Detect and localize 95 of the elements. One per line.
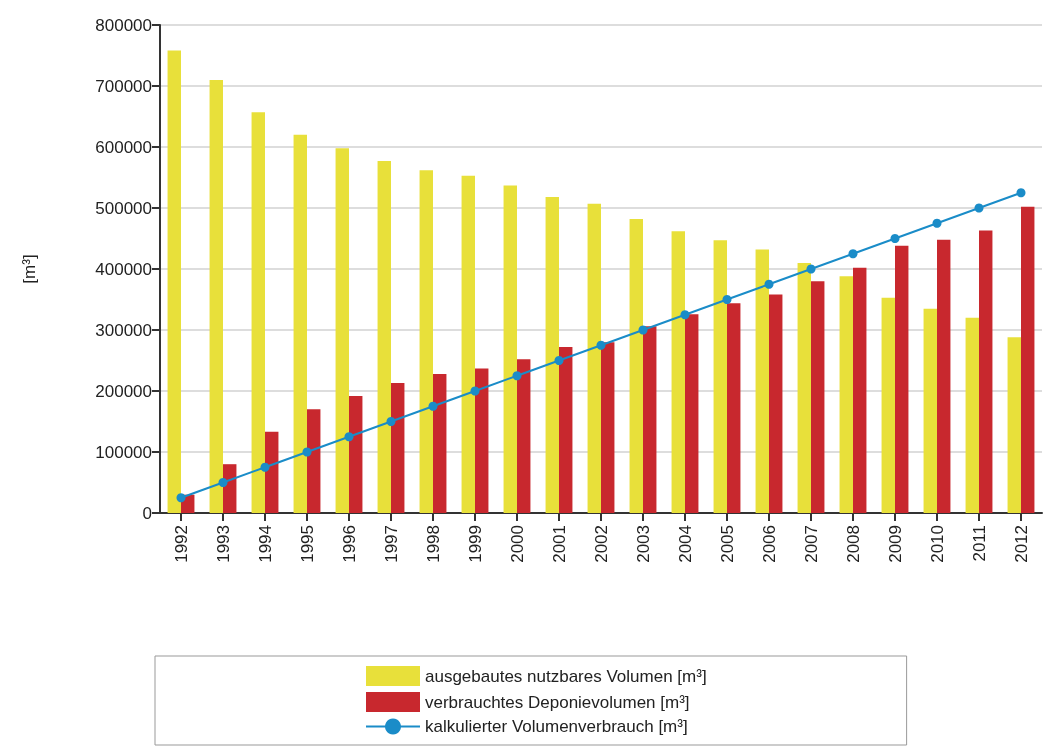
point <box>806 264 816 274</box>
bar <box>433 373 447 513</box>
y-tick-label: 200000 <box>95 381 152 401</box>
point <box>428 401 438 411</box>
x-tick-label: 2010 <box>927 525 947 563</box>
bar <box>727 303 741 513</box>
point <box>722 295 732 304</box>
bar <box>377 161 391 513</box>
bar <box>167 50 181 513</box>
point <box>848 249 858 259</box>
point <box>512 371 522 381</box>
bar <box>671 231 685 513</box>
bar <box>461 175 475 513</box>
bar <box>307 409 321 513</box>
y-tick-label: 600000 <box>95 137 152 157</box>
point <box>302 447 312 457</box>
point <box>932 218 942 228</box>
bar <box>419 170 433 513</box>
point <box>554 356 564 365</box>
bar <box>895 245 909 513</box>
x-tick-label: 1994 <box>255 525 275 563</box>
bar <box>839 276 853 513</box>
point <box>764 279 774 289</box>
bar <box>349 395 363 513</box>
x-tick-label: 2005 <box>717 525 737 563</box>
x-tick-label: 2012 <box>1011 525 1031 563</box>
x-tick-label: 2009 <box>885 525 905 563</box>
bar <box>293 134 307 513</box>
bar <box>503 185 517 513</box>
bar <box>923 308 937 513</box>
legend-label: ausgebautes nutzbares Volumen [m³] <box>425 666 707 686</box>
point <box>176 493 186 503</box>
x-tick-label: 1995 <box>297 525 317 563</box>
bar <box>545 197 559 513</box>
bar <box>797 262 811 513</box>
point <box>470 386 480 396</box>
bar <box>517 359 531 513</box>
legend-label: verbrauchtes Deponievolumen [m³] <box>425 692 690 712</box>
bar <box>937 239 951 513</box>
x-tick-label: 2008 <box>843 525 863 563</box>
point <box>890 234 900 243</box>
point <box>260 462 270 472</box>
point <box>1016 188 1026 198</box>
x-tick-label: 2002 <box>591 525 611 563</box>
x-tick-label: 1997 <box>381 525 401 563</box>
x-tick-label: 2000 <box>507 525 527 563</box>
point <box>386 417 396 426</box>
x-tick-label: 2001 <box>549 525 569 563</box>
x-tick-label: 2004 <box>675 525 695 563</box>
bar <box>251 112 265 513</box>
x-tick-label: 2003 <box>633 525 653 563</box>
y-tick-label: 0 <box>142 503 152 523</box>
bar <box>685 314 699 513</box>
bar <box>643 326 657 513</box>
point <box>596 340 606 350</box>
y-tick-label: 700000 <box>95 76 152 96</box>
x-tick-label: 1992 <box>171 525 191 563</box>
bar <box>881 297 895 513</box>
bar <box>559 347 573 513</box>
x-tick-label: 2007 <box>801 525 821 563</box>
x-tick-label: 2006 <box>759 525 779 563</box>
bar <box>391 383 405 513</box>
bar <box>587 203 601 513</box>
bar <box>475 368 489 513</box>
point <box>638 325 648 335</box>
bar <box>1007 337 1021 513</box>
point <box>974 203 984 213</box>
x-tick-label: 1999 <box>465 525 485 563</box>
bar <box>209 79 223 513</box>
bar <box>755 249 769 513</box>
bar <box>265 431 279 513</box>
y-axis-title: [m³] <box>20 254 39 284</box>
bar <box>335 148 349 513</box>
bar <box>965 317 979 513</box>
point <box>218 478 228 487</box>
bar <box>629 218 643 513</box>
point <box>680 310 690 320</box>
y-tick-label: 500000 <box>95 198 152 218</box>
x-tick-label: 1998 <box>423 525 443 563</box>
bar <box>769 294 783 513</box>
point <box>344 432 354 442</box>
y-tick-label: 300000 <box>95 320 152 340</box>
x-tick-label: 1993 <box>213 525 233 563</box>
y-tick-label: 400000 <box>95 259 152 279</box>
bar <box>1021 206 1035 513</box>
y-tick-label: 100000 <box>95 442 152 462</box>
bar <box>811 281 825 513</box>
x-tick-label: 1996 <box>339 525 359 563</box>
bar <box>601 342 615 513</box>
bar <box>979 230 993 513</box>
x-tick-label: 2011 <box>969 525 989 562</box>
y-tick-label: 800000 <box>95 15 152 35</box>
legend-label: kalkulierter Volumenverbrauch [m³] <box>425 717 688 736</box>
bar <box>713 240 727 513</box>
bar <box>853 267 867 513</box>
